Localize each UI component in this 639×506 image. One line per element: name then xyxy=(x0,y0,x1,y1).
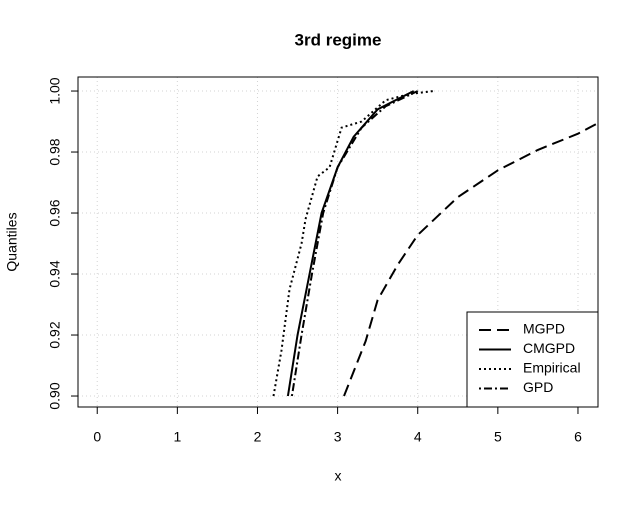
x-tick-label: 6 xyxy=(574,429,582,445)
y-tick-label: 0.98 xyxy=(47,138,63,165)
grid xyxy=(78,77,598,407)
x-tick-label: 3 xyxy=(334,429,342,445)
series-line xyxy=(286,90,415,397)
y-tick-label: 0.94 xyxy=(47,260,63,287)
legend-box xyxy=(466,311,599,408)
axes: 0 1 2 3 4 5 6 0.90 0.92 0.94 0.96 0.98 1.00 xyxy=(47,77,582,445)
y-axis-label: Quantiles xyxy=(4,212,20,271)
x-tick-label: 5 xyxy=(494,429,502,445)
x-axis-label: x xyxy=(335,468,342,484)
series-line xyxy=(272,90,434,397)
legend: MGPD CMGPD Empirical GPD xyxy=(466,311,599,408)
legend-label: MGPD xyxy=(523,321,565,337)
y-tick-label: 0.92 xyxy=(47,321,63,348)
legend-label: GPD xyxy=(523,379,553,395)
plot-lines xyxy=(272,90,598,397)
x-tick-label: 2 xyxy=(254,429,262,445)
y-tick-label: 0.90 xyxy=(47,382,63,409)
x-tick-label: 0 xyxy=(93,429,101,445)
x-tick-label: 1 xyxy=(173,429,181,445)
y-tick-label: 0.96 xyxy=(47,199,63,226)
legend-label: CMGPD xyxy=(523,340,575,356)
x-tick-label: 4 xyxy=(414,429,422,445)
series-line xyxy=(290,90,419,397)
legend-label: Empirical xyxy=(523,360,581,376)
chart-title: 3rd regime xyxy=(295,30,382,49)
y-tick-label: 1.00 xyxy=(47,77,63,104)
